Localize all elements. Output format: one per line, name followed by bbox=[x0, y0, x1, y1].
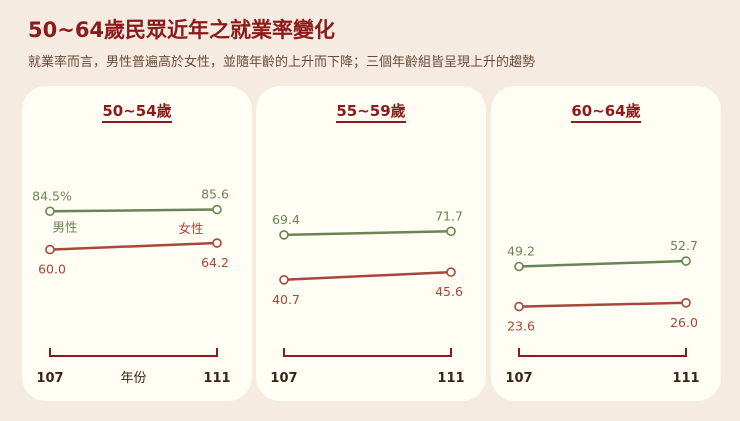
data-label: 84.5% bbox=[32, 188, 72, 203]
chart-panel-60-64: 60~64歲 49.2 52.7 23.6 26.0 107 111 bbox=[491, 86, 721, 401]
data-point bbox=[446, 267, 456, 277]
x-tick-label: 107 bbox=[36, 371, 63, 386]
data-point bbox=[212, 204, 222, 215]
data-label: 52.7 bbox=[670, 238, 698, 253]
data-label: 26.0 bbox=[670, 315, 698, 330]
x-tick-label: 107 bbox=[505, 371, 532, 386]
series-line bbox=[49, 208, 218, 213]
series-line bbox=[49, 241, 218, 251]
chart-svg: 84.5% 85.6 男性 60.0 64.2 女性 107 111 年份 bbox=[32, 187, 230, 386]
panel-title: 60~64歲 bbox=[571, 102, 641, 123]
chart-panel-55-59: 55~59歲 69.4 71.7 40.7 45.6 107 111 bbox=[256, 86, 486, 401]
data-point bbox=[446, 226, 456, 237]
data-point bbox=[45, 244, 55, 255]
panel-title: 55~59歲 bbox=[336, 102, 406, 123]
data-point bbox=[45, 206, 55, 217]
chart-panel-50-54: 50~54歲 84.5% 85.6 男性 60.0 64.2 女性 107 111 年份 bbox=[22, 86, 252, 401]
x-tick-label: 111 bbox=[203, 371, 230, 386]
data-label: 45.6 bbox=[435, 284, 463, 299]
x-tick-label: 111 bbox=[672, 371, 699, 386]
data-point bbox=[514, 261, 524, 272]
series-line bbox=[518, 259, 687, 268]
series-line bbox=[518, 301, 687, 308]
x-axis-label: 年份 bbox=[120, 371, 146, 386]
data-label: 71.7 bbox=[435, 208, 463, 223]
data-label: 60.0 bbox=[38, 262, 66, 277]
data-label: 40.7 bbox=[272, 292, 300, 307]
chart-svg: 49.2 52.7 23.6 26.0 107 111 bbox=[505, 238, 699, 386]
chart-svg: 69.4 71.7 40.7 45.6 107 111 bbox=[270, 208, 464, 386]
panel-title: 50~54歲 bbox=[102, 102, 172, 123]
x-tick-label: 107 bbox=[270, 371, 297, 386]
data-point bbox=[681, 298, 691, 308]
x-tick-label: 111 bbox=[437, 371, 464, 386]
series-line bbox=[283, 230, 452, 237]
series-name-label: 女性 bbox=[178, 221, 203, 236]
data-point bbox=[279, 230, 289, 240]
data-label: 69.4 bbox=[272, 212, 300, 227]
page-title: 50~64歲民眾近年之就業率變化 bbox=[28, 18, 336, 42]
data-label: 49.2 bbox=[507, 244, 535, 259]
data-point bbox=[681, 256, 691, 266]
series-name-label: 男性 bbox=[52, 219, 77, 234]
page-subtitle: 就業率而言，男性普遍高於女性，並隨年齡的上升而下降；三個年齡組皆呈現上升的趨勢 bbox=[28, 55, 536, 70]
data-point bbox=[514, 301, 524, 312]
series-line bbox=[283, 270, 452, 282]
data-label: 85.6 bbox=[201, 187, 229, 202]
data-point bbox=[212, 238, 222, 248]
data-label: 23.6 bbox=[507, 319, 535, 334]
data-point bbox=[279, 275, 289, 285]
data-label: 64.2 bbox=[201, 255, 229, 270]
